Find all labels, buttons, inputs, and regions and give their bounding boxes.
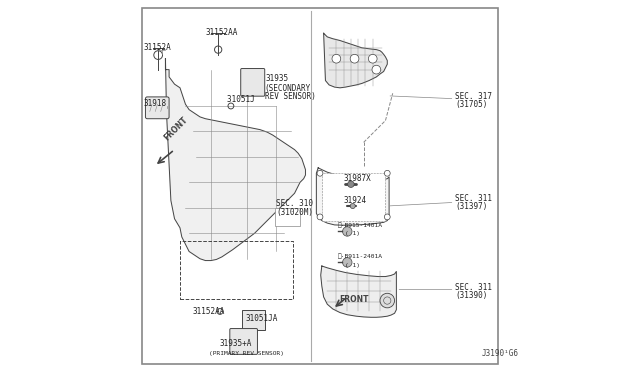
Text: (31705): (31705) [456, 100, 488, 109]
Text: (31020M): (31020M) [276, 208, 314, 217]
Text: 31924: 31924 [344, 196, 367, 205]
FancyBboxPatch shape [145, 97, 169, 119]
Text: ( 1): ( 1) [345, 263, 360, 268]
Text: 31152AA: 31152AA [205, 28, 238, 37]
Circle shape [350, 54, 359, 63]
Circle shape [385, 214, 390, 220]
Text: SEC. 317: SEC. 317 [454, 92, 492, 101]
Text: (PRIMARY REV SENSOR): (PRIMARY REV SENSOR) [209, 351, 284, 356]
Circle shape [350, 203, 355, 209]
Text: SEC. 311: SEC. 311 [454, 283, 492, 292]
Polygon shape [166, 59, 305, 260]
Text: 31152AA: 31152AA [193, 307, 225, 316]
Circle shape [369, 54, 377, 63]
Polygon shape [316, 168, 389, 225]
Text: (SECONDARY: (SECONDARY [265, 84, 311, 93]
Circle shape [385, 170, 390, 176]
Text: Ⓜ·B915-1401A: Ⓜ·B915-1401A [338, 222, 383, 228]
Circle shape [317, 170, 323, 176]
Circle shape [317, 214, 323, 220]
Text: SEC. 310: SEC. 310 [276, 199, 314, 208]
Circle shape [332, 54, 340, 63]
Bar [275, 208, 300, 226]
Text: SEC. 311: SEC. 311 [454, 193, 492, 202]
Text: ( 1): ( 1) [345, 231, 360, 236]
Text: 31152A: 31152A [143, 43, 172, 52]
Bar [322, 173, 385, 221]
Text: 31987X: 31987X [344, 174, 371, 183]
Text: REV SENSOR): REV SENSOR) [265, 93, 316, 102]
Circle shape [380, 293, 394, 308]
Text: 31051J: 31051J [227, 95, 260, 105]
Text: FRONT: FRONT [162, 115, 189, 142]
Polygon shape [324, 33, 387, 88]
Text: Ⓜ·B911-2401A: Ⓜ·B911-2401A [338, 253, 383, 259]
Circle shape [342, 258, 352, 267]
Polygon shape [321, 266, 396, 317]
FancyBboxPatch shape [230, 328, 257, 355]
Text: J3190¹G6: J3190¹G6 [482, 349, 519, 358]
Text: 31935+A: 31935+A [220, 339, 252, 348]
FancyBboxPatch shape [241, 68, 265, 96]
Circle shape [372, 65, 381, 74]
Text: 31935: 31935 [266, 74, 289, 83]
Text: (31390): (31390) [456, 291, 488, 300]
Text: 31051JA: 31051JA [246, 314, 278, 323]
Text: FRONT: FRONT [339, 295, 369, 304]
Bar [242, 310, 266, 330]
Text: (31397): (31397) [456, 202, 488, 211]
Circle shape [342, 227, 352, 236]
Circle shape [348, 181, 354, 187]
Text: 31918: 31918 [143, 99, 167, 108]
